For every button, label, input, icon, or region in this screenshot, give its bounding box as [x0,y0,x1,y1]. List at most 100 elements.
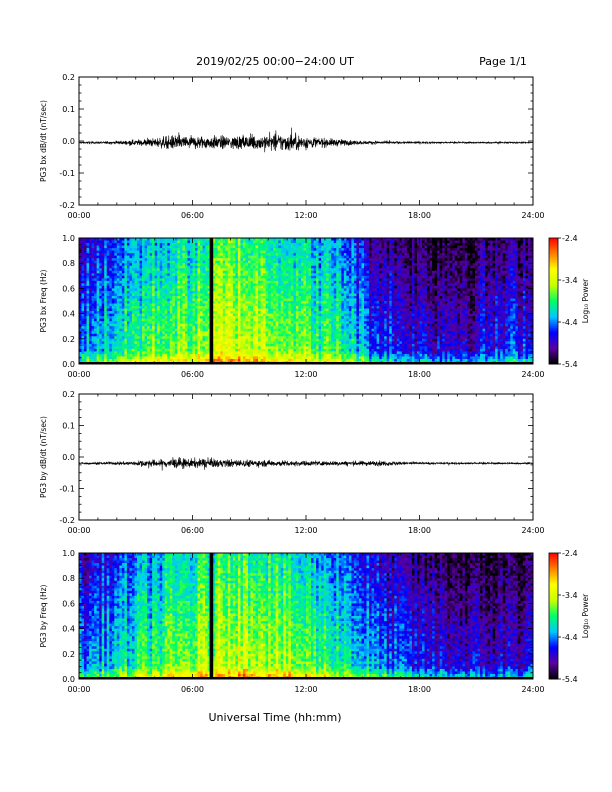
spectrogram-cell [215,306,219,309]
spectrogram-cell [142,326,145,330]
spectrogram-cell [192,295,196,299]
spectrogram-cell [197,263,201,267]
spectrogram-cell [195,278,198,282]
spectrogram-cell [202,273,206,277]
spectrogram-cell [311,341,314,345]
spectrogram-cell [142,318,145,322]
spectrogram-cell [142,263,145,267]
spectrogram-cell [152,306,156,309]
spectrogram-cell [94,293,98,297]
spectrogram-cell [104,268,108,272]
spectrogram-cell [126,285,130,289]
spectrogram-cell [189,321,193,325]
spectrogram-cell [182,328,186,332]
spectrogram-cell [164,295,168,299]
spectrogram-cell [220,250,224,254]
spectrogram-cell [144,248,148,251]
spectrogram-cell [111,290,115,294]
spectrogram-cell [189,353,193,357]
spectrogram-cell [172,273,176,277]
spectrogram-cell [318,278,322,282]
spectrogram-cell [195,253,198,257]
spectrogram-cell [318,253,322,257]
spectrogram-cell [275,260,279,264]
spectrogram-cell [278,316,282,320]
spectrogram-cell [300,260,304,264]
spectrogram-cell [129,295,133,299]
spectrogram-cell [253,298,256,302]
spectrogram-cell [268,298,272,302]
spectrogram-cell [253,293,256,297]
spectrogram-cell [167,273,171,277]
spectrogram-cell [187,353,191,357]
spectrogram-cell [86,248,90,251]
spectrogram-cell [235,316,239,320]
spectrogram-cell [162,283,166,287]
spectrogram-cell [323,263,327,267]
spectrogram-cell [220,303,224,307]
spectrogram-cell [225,238,229,241]
spectrogram-cell [152,278,156,282]
spectrogram-cell [169,343,173,347]
spectrogram-cell [104,336,108,340]
spectrogram-cell [89,285,93,289]
spectrogram-cell [197,273,201,277]
spectrogram-cell [104,243,108,246]
spectrogram-cell [263,303,267,307]
spectrogram-cell [235,298,239,302]
spectrogram-cell [295,290,299,294]
spectrogram-cell [114,265,118,269]
spectrogram-cell [212,326,216,330]
spectrogram-cell [323,250,327,254]
spectrogram-cell [245,358,249,362]
spectrogram-cell [316,258,320,262]
spectrogram-cell [169,238,173,241]
spectrogram-cell [255,243,259,246]
spectrogram-cell [247,258,251,262]
spectrogram-cell [179,260,183,264]
spectrogram-cell [134,321,138,325]
spectrogram-cell [308,295,312,299]
spectrogram-cell [321,346,325,350]
spectrogram-cell [280,270,284,274]
spectrogram-cell [298,331,302,335]
spectrogram-cell [308,250,312,254]
y-tick-label: 0.2 [62,73,75,82]
spectrogram-cell [172,285,176,289]
spectrogram-cell [293,338,297,342]
spectrogram-cell [94,295,98,299]
spectrogram-cell [220,278,224,282]
spectrogram-cell [124,250,128,254]
spectrogram-cell [162,358,166,362]
spectrogram-cell [220,348,224,352]
spectrogram-cell [86,303,90,307]
spectrogram-cell [129,331,133,335]
spectrogram-cell [147,358,151,362]
spectrogram-cell [184,331,188,335]
spectrogram-cell [177,346,181,350]
spectrogram-cell [245,253,249,257]
spectrogram-cell [147,333,151,337]
spectrogram-cell [174,285,178,289]
spectrogram-cell [285,245,289,249]
spectrogram-cell [162,301,166,304]
spectrogram-cell [147,268,151,272]
spectrogram-cell [237,333,241,337]
spectrogram-cell [283,238,287,241]
spectrogram-cell [182,336,186,340]
spectrogram-cell [96,348,100,352]
spectrogram-cell [126,313,130,317]
spectrogram-cell [230,255,234,259]
spectrogram-cell [250,245,254,249]
spectrogram-cell [81,311,85,314]
spectrogram-cell [179,275,183,279]
spectrogram-cell [134,353,138,357]
spectrogram-cell [99,265,103,269]
spectrogram-cell [177,263,181,267]
spectrogram-cell [306,331,309,335]
spectrogram-cell [311,358,314,362]
spectrogram-cell [142,265,145,269]
spectrogram-cell [212,298,216,302]
spectrogram-cell [280,283,284,287]
